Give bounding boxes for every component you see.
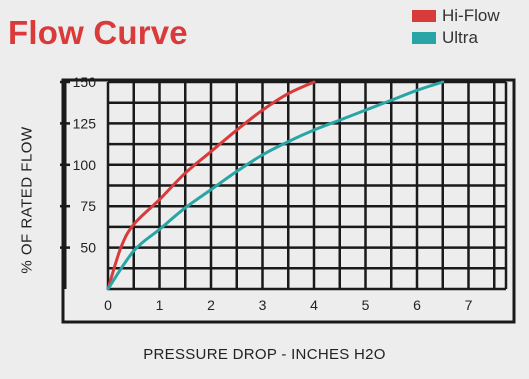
x-tick-label: 4	[310, 297, 318, 313]
legend-item-ultra: Ultra	[412, 27, 500, 49]
y-tick-label: 100	[73, 157, 97, 173]
series-line-ultra	[106, 80, 445, 291]
x-tick-label: 1	[156, 297, 164, 313]
chart-title: Flow Curve	[8, 14, 188, 51]
x-tick-label: 6	[413, 297, 421, 313]
legend-item-hi-flow: Hi-Flow	[412, 5, 500, 27]
x-tick-label: 5	[362, 297, 370, 313]
plot-frame	[61, 78, 516, 324]
x-tick-label: 0	[104, 297, 112, 313]
y-tick-label: 50	[80, 240, 96, 256]
legend-label-hi-flow: Hi-Flow	[442, 6, 500, 25]
x-tick-label: 2	[207, 297, 215, 313]
legend: Hi-Flow Ultra	[412, 5, 500, 49]
y-tick-label: 150	[73, 74, 97, 90]
x-axis-label: PRESSURE DROP - INCHES H2O	[143, 346, 386, 363]
series-line-hi-flow	[106, 80, 316, 291]
y-tick-label: 125	[73, 115, 97, 131]
legend-swatch-ultra	[412, 32, 436, 44]
legend-label-ultra: Ultra	[442, 28, 478, 47]
x-tick-label: 7	[465, 297, 473, 313]
x-tick-label: 3	[259, 297, 267, 313]
legend-swatch-hi-flow	[412, 10, 436, 22]
y-tick-label: 75	[80, 198, 96, 214]
